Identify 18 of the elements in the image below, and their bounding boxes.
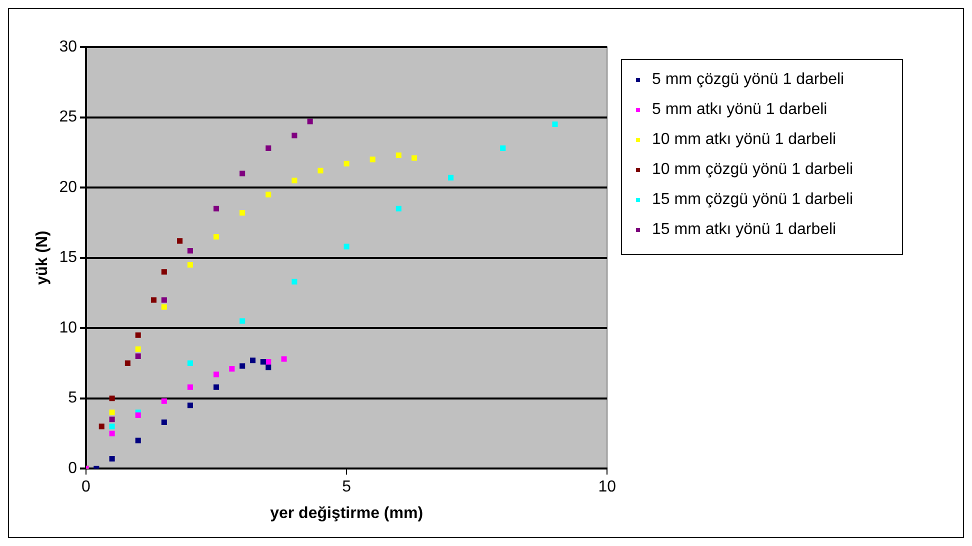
y-tick-label: 5 [68,390,78,407]
y-tick-label: 30 [59,38,78,56]
legend-label: 5 mm çözgü yönü 1 darbeli [652,70,844,90]
y-tick-label: 15 [59,249,78,266]
legend-label: 5 mm atkı yönü 1 darbeli [652,100,828,120]
x-tick-label: 10 [598,478,616,496]
x-tick-label: 0 [82,478,91,496]
legend-label: 15 mm çözgü yönü 1 darbeli [652,190,853,210]
legend-label: 10 mm çözgü yönü 1 darbeli [652,160,853,180]
y-tick-label: 10 [59,319,78,336]
y-tick-label: 0 [68,460,78,478]
legend-label: 10 mm atkı yönü 1 darbeli [652,130,836,150]
y-axis-title: yük (N) [34,230,52,285]
legend-label: 15 mm atkı yönü 1 darbeli [652,220,836,240]
x-tick-label: 5 [342,478,352,496]
y-tick-label: 25 [59,108,78,126]
y-tick-label: 20 [59,178,78,196]
x-axis-title: yer değiştirme (mm) [270,504,424,522]
